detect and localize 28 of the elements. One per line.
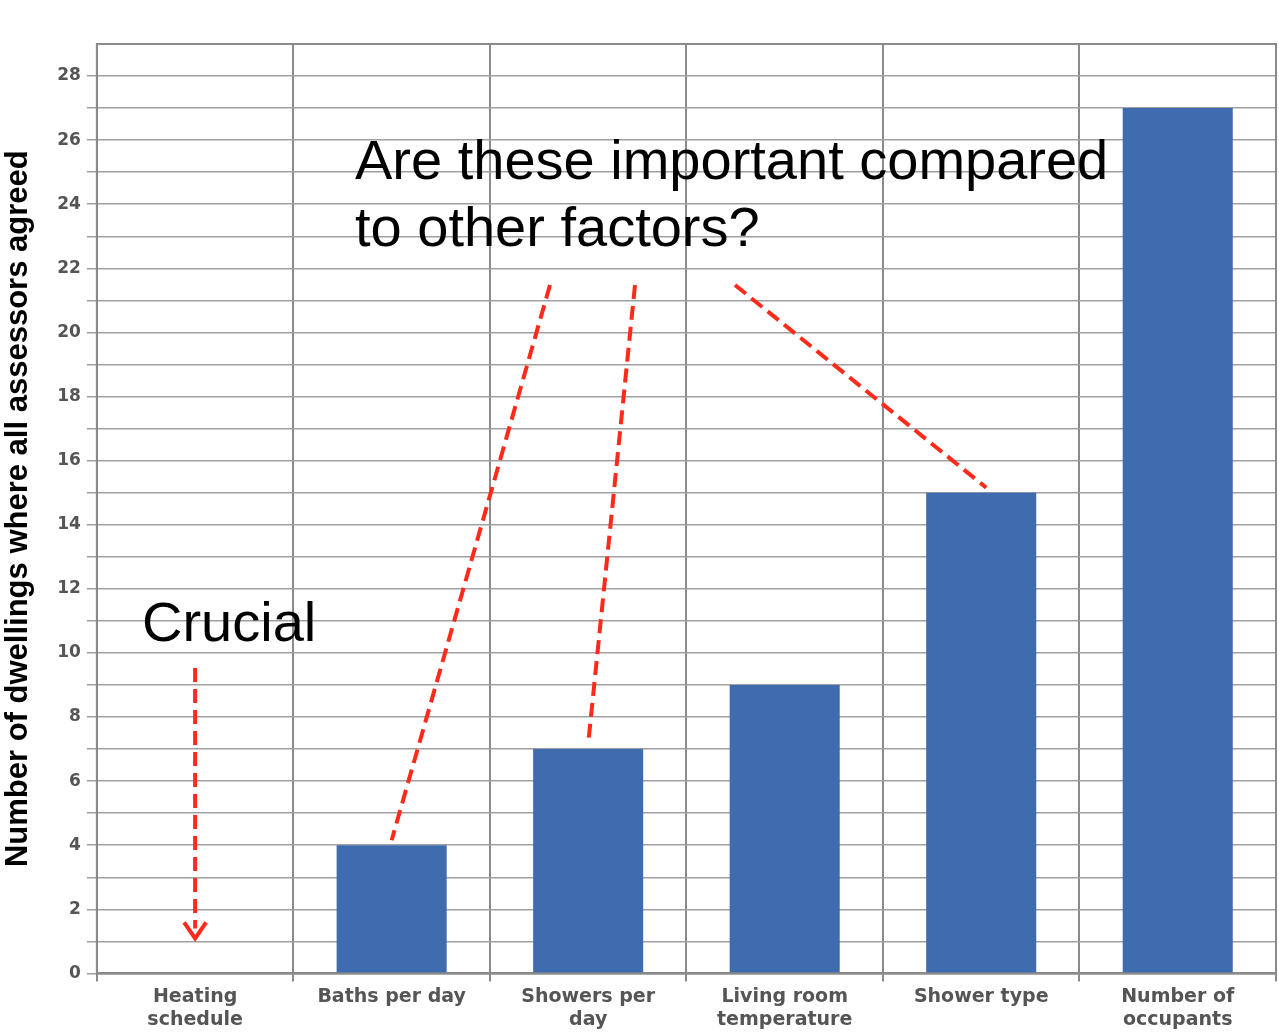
y-tick-label: 18: [57, 384, 81, 405]
y-tick-label: 16: [57, 449, 81, 470]
y-tick-label: 20: [57, 320, 82, 341]
x-tick-label: Living room temperature: [717, 983, 853, 1029]
x-tick-label: Shower type: [913, 983, 1049, 1006]
y-tick-label: 4: [69, 833, 82, 854]
x-tick-label: Baths per day: [317, 983, 467, 1006]
y-tick-label: 14: [57, 513, 82, 534]
y-tick-label: 24: [57, 192, 82, 213]
y-tick-label: 0: [69, 961, 82, 982]
x-tick-label: Number of occupants: [1121, 983, 1235, 1029]
y-tick-label: 10: [57, 641, 82, 662]
x-tick-label: Heating schedule: [147, 983, 243, 1029]
y-tick-label: 2: [69, 897, 81, 918]
bar: [729, 684, 840, 973]
bar: [336, 845, 447, 973]
y-axis-title: Number of dwellings where all assessors agreed: [0, 150, 35, 868]
annotation: Crucial: [142, 589, 317, 655]
y-tick-label: 22: [57, 256, 81, 277]
annotation: Are these important compared to other factors?: [355, 127, 1110, 261]
y-tick-label: 6: [69, 769, 81, 790]
x-tick-label: Showers per day: [521, 983, 656, 1029]
bar: [533, 749, 644, 973]
y-tick-label: 12: [57, 577, 81, 598]
y-tick-label: 26: [57, 128, 81, 149]
y-tick-label: 8: [69, 705, 81, 726]
bar: [1122, 108, 1233, 973]
y-tick-label: 28: [57, 64, 81, 85]
